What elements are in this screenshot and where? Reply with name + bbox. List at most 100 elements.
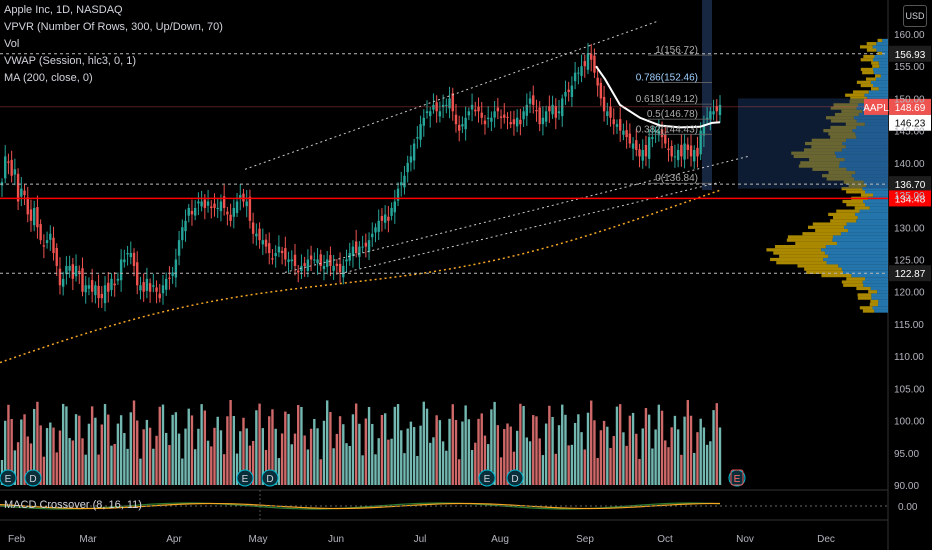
volume-bar	[329, 412, 332, 485]
volume-profile-up	[843, 270, 888, 274]
volume-bar	[200, 404, 203, 485]
volume-bar	[325, 400, 329, 485]
candle-body	[187, 207, 190, 216]
candle-body	[664, 134, 667, 144]
volume-bar	[628, 415, 632, 485]
volume-profile-up	[856, 125, 888, 130]
volume-profile-up	[846, 138, 888, 142]
candle-body	[416, 137, 419, 139]
volume-bar	[403, 453, 406, 485]
volume-profile-up	[878, 299, 888, 303]
candle-body	[541, 117, 545, 125]
volume-profile-down	[849, 100, 867, 104]
price-axis-tick: 145.00	[894, 127, 925, 138]
volume-bar	[10, 418, 13, 485]
candle-body	[165, 278, 168, 290]
volume-bar	[371, 423, 374, 485]
volume-bar	[432, 437, 435, 485]
currency-button[interactable]: USD	[903, 5, 927, 27]
volume-bar	[152, 448, 155, 485]
volume-profile-up	[832, 235, 888, 239]
volume-bar	[618, 404, 622, 485]
candle-body	[235, 201, 239, 214]
candle-body	[65, 265, 68, 275]
volume-bar	[136, 420, 139, 485]
volume-profile-up	[824, 251, 888, 255]
candle-body	[110, 278, 113, 290]
event-marker-label: E	[734, 474, 741, 485]
price-level-tag	[889, 114, 931, 131]
candle-body	[325, 259, 329, 267]
volume-profile-down	[860, 67, 874, 72]
volume-profile-up	[873, 193, 888, 197]
candle-body	[181, 227, 184, 241]
vwap-legend[interactable]: VWAP (Session, hlc3, 0, 1)	[4, 55, 137, 67]
candle-body	[583, 61, 586, 67]
volume-bar	[190, 415, 194, 485]
candle-body	[544, 111, 548, 122]
vpvr-legend[interactable]: VPVR (Number Of Rows, 300, Up/Down, 70)	[4, 21, 223, 33]
volume-profile-up	[846, 167, 888, 171]
price-level-tag	[889, 45, 931, 62]
candle-body	[274, 253, 277, 257]
volume-bar	[193, 449, 197, 485]
volume-bar	[49, 422, 52, 485]
macd-legend[interactable]: MACD Crossover (8, 16, 11)	[4, 499, 142, 511]
volume-bar	[676, 429, 680, 485]
volume-bar	[451, 404, 454, 485]
candle-body	[393, 201, 397, 213]
candle-body	[258, 228, 261, 241]
candle-body	[7, 161, 10, 163]
candle-body	[451, 93, 454, 112]
candle-body	[342, 265, 345, 278]
candle-body	[200, 201, 203, 207]
candle-body	[338, 263, 342, 273]
volume-bar	[435, 415, 438, 485]
volume-profile-up	[821, 248, 888, 252]
volume-bar	[184, 428, 187, 485]
volume-bar	[429, 442, 432, 485]
dividend-icon	[261, 469, 279, 487]
candle-body	[358, 246, 361, 257]
volume-profile-down	[865, 77, 876, 81]
volume-bar	[599, 430, 603, 485]
volume-bar	[290, 444, 293, 485]
candle-body	[564, 91, 567, 97]
candle-body	[538, 107, 541, 125]
candle-body	[586, 53, 590, 70]
volume-profile-down	[808, 225, 845, 229]
earnings-icon	[236, 469, 254, 487]
volume-bar	[197, 428, 200, 485]
candle-body	[16, 173, 20, 202]
candle-body	[567, 89, 570, 92]
volume-profile-down	[811, 145, 846, 149]
volume-bar	[316, 428, 319, 485]
volume-bar	[557, 425, 561, 485]
candle-body	[309, 255, 313, 260]
candle-body	[322, 265, 326, 270]
upcoming-earnings-label: E	[734, 474, 741, 485]
volume-profile-up	[880, 74, 888, 78]
dividend-icon	[506, 469, 524, 487]
candle-body	[699, 130, 702, 155]
candle-body	[615, 124, 619, 127]
volume-bar	[477, 418, 480, 485]
symbol-title[interactable]: Apple Inc, 1D, NASDAQ	[4, 4, 123, 16]
volume-bar	[81, 438, 84, 485]
candle-body	[348, 253, 351, 261]
volume-bar	[248, 445, 252, 485]
vol-legend[interactable]: Vol	[4, 38, 20, 50]
earnings-icon	[478, 469, 496, 487]
volume-profile-up	[863, 283, 888, 287]
vwap-line	[595, 65, 721, 129]
candle-body	[371, 233, 374, 238]
candle-body	[506, 116, 509, 118]
volume-profile-up	[857, 216, 888, 220]
indicator-legend: Apple Inc, 1D, NASDAQ VPVR (Number Of Ro…	[4, 2, 223, 87]
volume-bar	[113, 443, 116, 485]
volume-profile-down	[823, 129, 853, 133]
volume-profile-down	[872, 64, 880, 68]
volume-profile-down	[846, 203, 866, 207]
ma-legend[interactable]: MA (200, close, 0)	[4, 72, 93, 84]
